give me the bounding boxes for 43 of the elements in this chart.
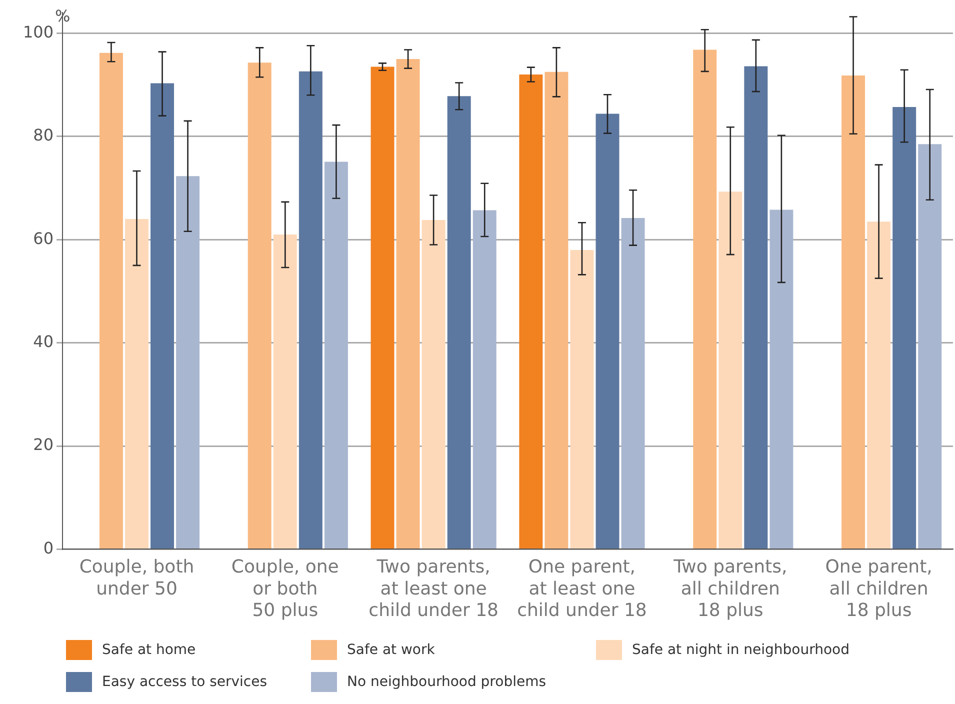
bar (324, 162, 348, 548)
y-tick-label: 40 (33, 332, 54, 351)
bar (770, 210, 794, 548)
y-tick-label: 100 (22, 22, 54, 42)
bar (370, 66, 394, 548)
legend-label: Safe at work (347, 642, 435, 658)
y-tick-label: 20 (33, 435, 54, 454)
legend-label: Safe at home (102, 642, 196, 658)
bar (544, 72, 568, 548)
bar (447, 96, 471, 548)
bar (842, 76, 866, 548)
x-tick-label: One parent, at least one child under 18 (517, 556, 647, 621)
bar (867, 222, 891, 548)
bar (918, 144, 942, 548)
bar (519, 74, 543, 548)
x-tick-label: Two parents, at least one child under 18 (368, 556, 498, 621)
bar (718, 192, 742, 548)
bar (99, 52, 123, 548)
bar (472, 210, 496, 548)
legend-label: Safe at night in neighbourhood (632, 642, 850, 658)
y-tick-label: 80 (33, 126, 54, 145)
x-tick-label: Two parents, all children 18 plus (672, 556, 788, 621)
bar (248, 62, 272, 548)
legend-label: Easy access to services (102, 674, 268, 690)
bar (596, 114, 620, 548)
bar (125, 218, 148, 548)
bar (273, 234, 297, 548)
x-tick-label: Couple, both under 50 (79, 556, 194, 600)
bar (396, 59, 420, 548)
x-tick-label: One parent, all children 18 plus (825, 556, 932, 621)
bar (570, 250, 594, 548)
x-tick-label: Couple, one or both 50 plus (231, 556, 339, 621)
bar (422, 220, 446, 548)
bar (298, 71, 322, 548)
bar (621, 218, 645, 548)
bar (744, 66, 768, 548)
bar (150, 83, 174, 548)
bar (892, 107, 916, 548)
y-tick-label: 0 (43, 538, 54, 558)
legend-label: No neighbourhood problems (347, 674, 546, 690)
y-tick-label: 60 (33, 228, 54, 248)
bar (176, 176, 200, 548)
bar (693, 50, 717, 548)
